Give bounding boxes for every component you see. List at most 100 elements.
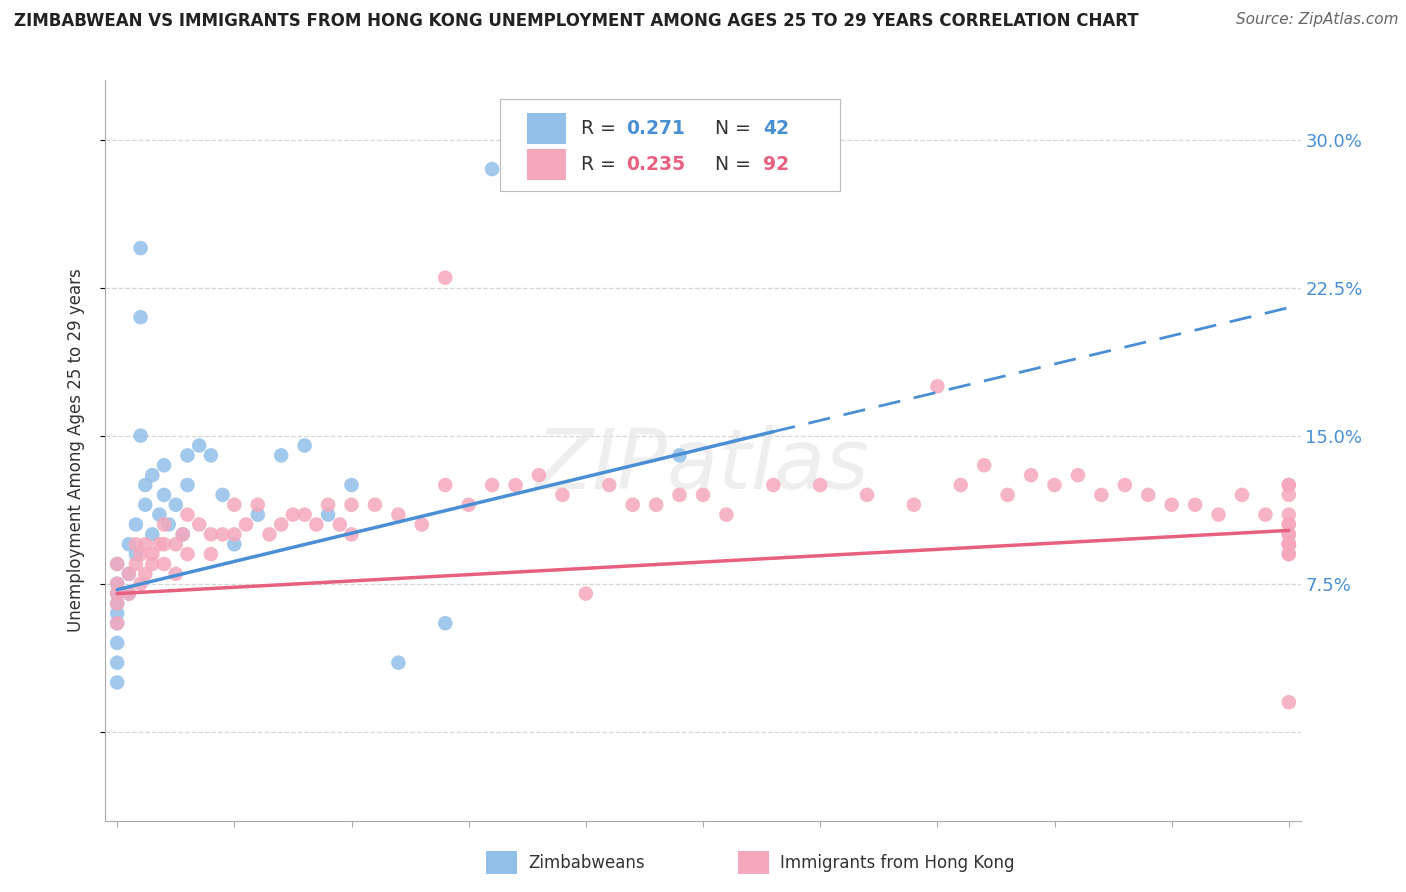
Point [1043,478,1066,492]
Point [294,508,316,522]
Point [668,449,690,463]
FancyBboxPatch shape [527,149,565,180]
Point [364,498,387,512]
Point [1278,537,1301,551]
Text: 92: 92 [762,155,789,174]
Point [762,478,785,492]
Point [153,537,176,551]
Point [200,547,222,561]
Point [481,162,503,177]
Bar [738,851,769,874]
Text: Zimbabweans: Zimbabweans [529,854,645,871]
Point [105,576,128,591]
Point [129,576,152,591]
Point [153,557,176,571]
Text: 0.271: 0.271 [627,120,685,138]
Point [105,675,128,690]
Point [1278,537,1301,551]
Point [153,517,176,532]
Point [125,547,148,561]
Point [129,547,152,561]
Point [176,547,198,561]
Point [1278,547,1301,561]
Text: Immigrants from Hong Kong: Immigrants from Hong Kong [780,854,1015,871]
Point [1067,468,1090,483]
Y-axis label: Unemployment Among Ages 25 to 29 years: Unemployment Among Ages 25 to 29 years [66,268,84,632]
Point [1278,527,1301,541]
Point [434,478,457,492]
Point [211,488,233,502]
Point [246,498,269,512]
Point [551,488,574,502]
Point [305,517,328,532]
Point [141,557,163,571]
Point [808,478,831,492]
Point [105,586,128,600]
Point [165,537,187,551]
Point [105,576,128,591]
Point [434,616,457,631]
Point [125,517,148,532]
Point [270,517,292,532]
Point [165,566,187,581]
Point [1278,537,1301,551]
Point [927,379,949,393]
Point [716,508,738,522]
Point [281,508,304,522]
Point [105,597,128,611]
Point [1230,488,1253,502]
Text: N =: N = [716,120,756,138]
Point [211,527,233,541]
Point [125,557,148,571]
Point [1278,527,1301,541]
Point [973,458,995,473]
Point [294,438,316,452]
Text: R =: R = [581,155,621,174]
Point [505,478,527,492]
Point [148,537,170,551]
Point [316,508,339,522]
Point [134,498,156,512]
Point [1160,498,1182,512]
Point [165,498,187,512]
Point [340,527,363,541]
Point [153,488,176,502]
Point [141,527,163,541]
Point [1278,517,1301,532]
Text: R =: R = [581,120,621,138]
Point [172,527,194,541]
Point [340,498,363,512]
Point [148,508,170,522]
Point [1278,547,1301,561]
Point [105,636,128,650]
Point [118,566,141,581]
Point [329,517,352,532]
FancyBboxPatch shape [527,113,565,145]
Point [172,527,194,541]
Point [176,508,198,522]
Point [105,557,128,571]
Point [134,537,156,551]
Point [1278,695,1301,709]
Point [105,616,128,631]
Text: ZIMBABWEAN VS IMMIGRANTS FROM HONG KONG UNEMPLOYMENT AMONG AGES 25 TO 29 YEARS C: ZIMBABWEAN VS IMMIGRANTS FROM HONG KONG … [14,12,1139,29]
Text: Source: ZipAtlas.com: Source: ZipAtlas.com [1236,12,1399,27]
Point [188,517,211,532]
Point [235,517,257,532]
Point [153,458,176,473]
Point [129,428,152,442]
Point [134,478,156,492]
Point [1137,488,1160,502]
Point [188,438,211,452]
Point [621,498,644,512]
Point [118,586,141,600]
Point [411,517,433,532]
Point [1278,478,1301,492]
Point [997,488,1019,502]
Point [457,498,479,512]
FancyBboxPatch shape [501,99,841,191]
Text: ZIPatlas: ZIPatlas [536,425,870,506]
Point [118,537,141,551]
Point [105,586,128,600]
Bar [486,851,517,874]
